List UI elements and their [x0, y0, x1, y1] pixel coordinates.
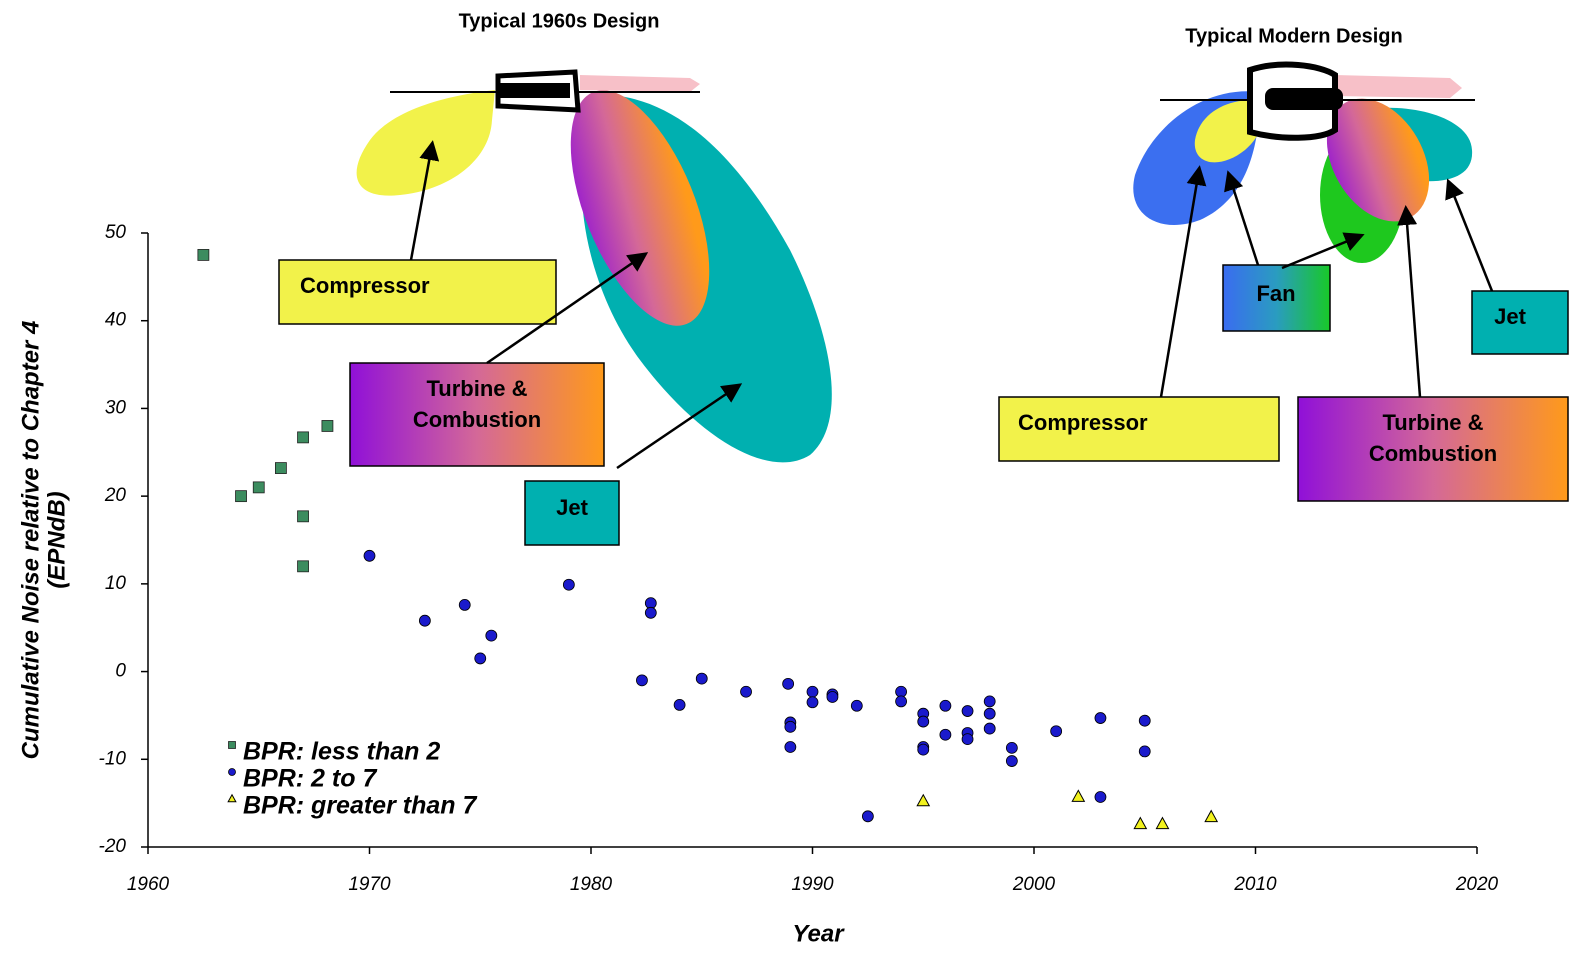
data-point: [917, 743, 930, 756]
data-point: [983, 722, 996, 735]
data-point: [235, 490, 247, 503]
x-tick-label: 1960: [127, 874, 170, 895]
data-point: [939, 699, 952, 712]
annotation-box: [1222, 264, 1331, 332]
x-axis-title: Year: [792, 920, 845, 947]
y-tick-label: 20: [104, 485, 127, 506]
data-point: [1005, 755, 1018, 767]
annotation-box: [998, 396, 1280, 462]
y-axis-title: Cumulative Noise relative to Chapter 4: [17, 321, 44, 760]
data-point: [644, 606, 657, 619]
data-point: [562, 578, 575, 591]
annotation-box: [524, 480, 620, 546]
legend-marker: [227, 793, 237, 803]
data-point: [418, 614, 431, 627]
arrows: [409, 140, 1494, 470]
data-point: [782, 677, 795, 690]
annotation-box: [349, 362, 605, 467]
illustration-modern: [1133, 61, 1475, 263]
annotation: Turbine &: [1382, 410, 1483, 435]
legend-marker: [228, 768, 236, 776]
data-point: [939, 728, 952, 741]
annotation: Typical Modern Design: [1185, 25, 1402, 47]
annotation: Compressor: [300, 273, 430, 298]
data-point: [297, 510, 309, 523]
data-point: [983, 707, 996, 720]
data-point: [474, 652, 487, 665]
data-point: [806, 696, 819, 709]
data-point: [784, 720, 797, 733]
annotation-box: [278, 259, 557, 325]
y-tick-label: 50: [105, 222, 127, 243]
data-point: [784, 741, 797, 753]
data-point: [297, 560, 309, 573]
x-tick-label: 1990: [791, 874, 834, 895]
annotation: Compressor: [1018, 410, 1148, 435]
data-point: [916, 793, 931, 807]
legend-label: BPR: less than 2: [243, 738, 440, 766]
data-point: [1094, 712, 1107, 724]
data-point: [1155, 816, 1170, 830]
y-tick-label: 40: [105, 310, 127, 331]
legend-label: BPR: greater than 7: [243, 792, 477, 820]
y-axis-title: (EPNdB): [43, 491, 70, 588]
x-tick-label: 1980: [570, 874, 613, 895]
data-point: [1138, 745, 1151, 758]
data-point: [274, 462, 287, 474]
annotation: Turbine &: [426, 376, 527, 401]
x-tick-label: 2010: [1233, 874, 1277, 895]
data-point: [740, 685, 752, 698]
data-point: [197, 249, 210, 261]
data-point: [1005, 741, 1018, 754]
data-point: [252, 481, 265, 494]
y-tick-label: 0: [115, 661, 126, 682]
y-tick-label: 10: [105, 573, 127, 594]
data-point: [806, 685, 819, 698]
data-point: [826, 691, 839, 703]
data-point: [485, 629, 498, 642]
legend-label: BPR: 2 to 7: [243, 765, 377, 793]
y-tick-label: 30: [105, 397, 127, 418]
annotation-box: [1471, 290, 1569, 355]
data-point: [961, 733, 974, 746]
legend-marker: [228, 741, 236, 749]
data-point: [850, 699, 863, 712]
data-point: [1204, 809, 1219, 823]
annotation-box: [1297, 396, 1569, 502]
x-tick-label: 2020: [1455, 874, 1499, 895]
x-tick-label: 2000: [1012, 874, 1056, 895]
data-point: [917, 715, 930, 728]
data-point: [983, 695, 996, 708]
data-point: [695, 672, 708, 685]
data-point: [673, 699, 686, 711]
annotation: Typical 1960s Design: [459, 10, 660, 32]
y-tick-label: -10: [99, 748, 127, 769]
annotation: Fan: [1256, 281, 1295, 306]
data-point: [1133, 816, 1148, 830]
data-point: [1071, 789, 1086, 802]
data-point: [1138, 714, 1151, 727]
x-tick-label: 1970: [348, 874, 391, 895]
data-point: [458, 599, 471, 611]
annotation: Combustion: [413, 407, 541, 432]
y-tick-label: -20: [99, 836, 127, 857]
annotation: Jet: [556, 495, 588, 520]
data-point: [961, 705, 974, 717]
data-point: [1050, 725, 1063, 738]
data-point: [1094, 791, 1107, 803]
data-point: [321, 420, 334, 432]
annotation: Combustion: [1369, 441, 1497, 466]
annotation: Jet: [1494, 304, 1526, 329]
data-point: [363, 549, 376, 562]
data-point: [861, 810, 874, 823]
data-point: [895, 695, 907, 708]
data-point: [297, 431, 309, 444]
data-point: [636, 674, 648, 687]
